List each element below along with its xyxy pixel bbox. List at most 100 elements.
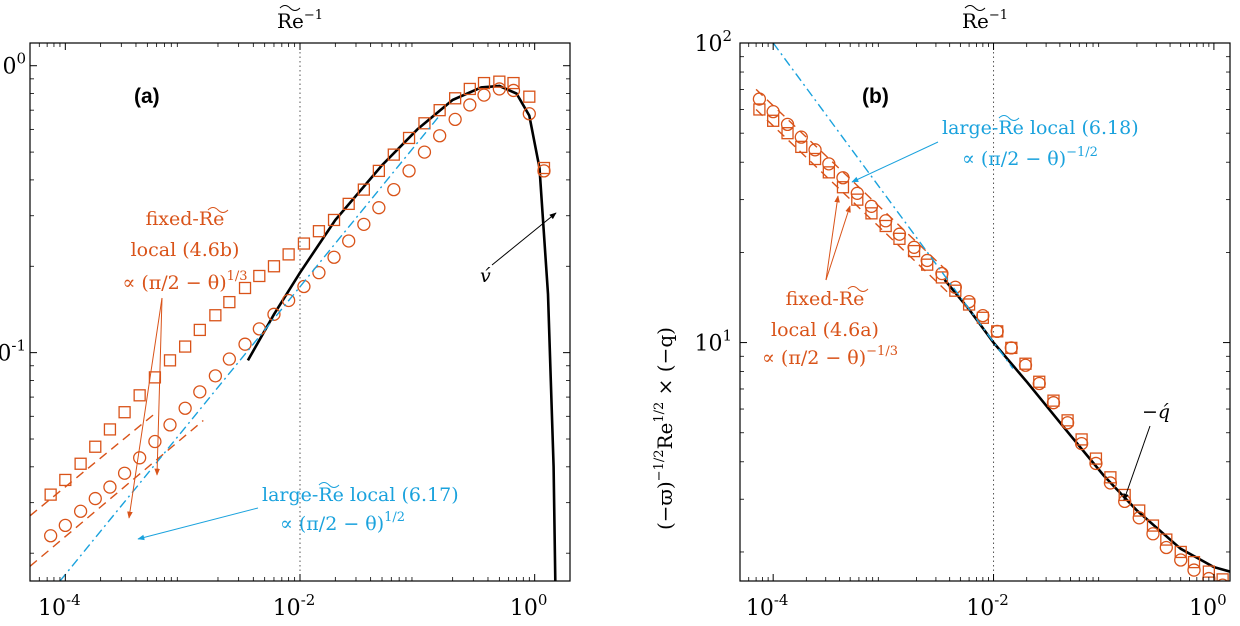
panel-a-annotation-fixed: fixed-Re local (4.6b) ∝ (π/2 − θ)1/3 bbox=[122, 207, 248, 519]
series-line bbox=[943, 278, 1230, 573]
circle-marker bbox=[477, 88, 491, 102]
square-marker bbox=[118, 406, 131, 419]
square-marker bbox=[312, 225, 326, 238]
fixed-arrow-1 bbox=[154, 297, 163, 476]
series-line bbox=[30, 411, 158, 517]
circle-marker bbox=[252, 322, 266, 336]
circle-marker bbox=[222, 352, 237, 366]
circle-marker bbox=[962, 294, 976, 309]
y-tick-label: 101 bbox=[694, 327, 732, 357]
circle-marker bbox=[163, 418, 177, 432]
panel-b-ylabel: (−ϖ)−1/2Re1/2 × (−q) bbox=[652, 327, 677, 530]
square-marker bbox=[163, 354, 177, 367]
circle-marker bbox=[1174, 553, 1188, 567]
square-marker bbox=[935, 271, 949, 284]
tilde-mark bbox=[279, 5, 301, 11]
panel-a-plot-area: 10-4 10-2 100 10-1 100 bbox=[0, 43, 571, 621]
series-line bbox=[59, 117, 439, 581]
svg-text:Re−1: Re−1 bbox=[962, 8, 1008, 33]
square-marker bbox=[282, 248, 295, 261]
square-marker bbox=[1187, 555, 1201, 569]
square-marker bbox=[1104, 471, 1117, 484]
square-marker bbox=[89, 440, 102, 453]
circle-marker bbox=[342, 234, 356, 248]
circle-marker bbox=[808, 143, 822, 157]
circle-marker bbox=[1060, 416, 1075, 430]
square-marker bbox=[1133, 504, 1146, 517]
circle-marker bbox=[73, 504, 88, 518]
q-arrow bbox=[1123, 425, 1151, 501]
circle-marker bbox=[58, 518, 72, 533]
svg-text:fixed-Re: fixed-Re bbox=[146, 208, 225, 230]
y-tick-label: 102 bbox=[694, 27, 732, 57]
svg-text:large-Re local (6.18): large-Re local (6.18) bbox=[942, 117, 1139, 139]
square-marker bbox=[893, 232, 906, 245]
circle-marker bbox=[178, 401, 192, 415]
large-arrow bbox=[137, 507, 259, 541]
series-line bbox=[772, 43, 1014, 369]
circle-marker bbox=[208, 369, 223, 383]
square-marker bbox=[327, 213, 341, 227]
square-marker bbox=[753, 103, 766, 116]
square-marker bbox=[148, 371, 162, 384]
x-tick-label: 10-2 bbox=[273, 591, 316, 621]
circle-marker bbox=[402, 164, 416, 178]
circle-marker bbox=[1132, 511, 1146, 525]
square-marker bbox=[507, 76, 520, 90]
circle-marker bbox=[281, 293, 296, 308]
circle-marker bbox=[1217, 578, 1228, 581]
square-marker bbox=[387, 148, 400, 161]
panel-a-annotation-v: v́ bbox=[480, 212, 557, 287]
panel-a-top-axis-label: Re−1 bbox=[277, 5, 323, 33]
circle-marker bbox=[537, 164, 551, 178]
circle-marker bbox=[822, 157, 836, 171]
circle-marker bbox=[1018, 358, 1033, 372]
circle-marker bbox=[357, 217, 371, 231]
circle-marker bbox=[1032, 376, 1046, 391]
circle-marker bbox=[238, 337, 252, 351]
circle-marker bbox=[117, 466, 132, 480]
svg-text:(−ϖ)−1/2Re1/2 × (−q): (−ϖ)−1/2Re1/2 × (−q) bbox=[652, 327, 677, 530]
square-marker bbox=[193, 323, 206, 337]
plot-clip-group bbox=[752, 43, 1230, 581]
panel-b-frame bbox=[739, 42, 1231, 582]
svg-text:∝ (π/2 − θ)−1/3: ∝ (π/2 − θ)−1/3 bbox=[762, 344, 898, 369]
square-marker bbox=[209, 309, 222, 322]
svg-text:local (4.6b): local (4.6b) bbox=[131, 239, 240, 261]
square-marker bbox=[523, 90, 536, 103]
circle-marker bbox=[948, 280, 962, 294]
circle-marker bbox=[1004, 341, 1018, 355]
panel-a-label: (a) bbox=[134, 85, 160, 108]
panel-b-annotation-large: large-Re local (6.18) ∝ (π/2 − θ)−1/2 bbox=[851, 115, 1139, 183]
circle-marker bbox=[297, 279, 311, 294]
circle-marker bbox=[879, 214, 893, 228]
circle-marker bbox=[892, 227, 907, 241]
fixed-arrow-2 bbox=[127, 297, 163, 519]
fixed-arrow-b2 bbox=[825, 205, 851, 281]
circle-marker bbox=[990, 324, 1004, 339]
circle-marker bbox=[148, 434, 162, 449]
circle-marker bbox=[417, 145, 432, 159]
fixed-arrow-b1 bbox=[825, 195, 840, 281]
circle-marker bbox=[1187, 563, 1201, 577]
series-line bbox=[755, 108, 951, 295]
circle-marker bbox=[976, 308, 990, 323]
circle-marker bbox=[907, 240, 921, 254]
square-marker bbox=[238, 281, 252, 295]
square-marker bbox=[133, 389, 146, 402]
square-marker bbox=[223, 295, 236, 309]
svg-text:∝ (π/2 − θ)1/3: ∝ (π/2 − θ)1/3 bbox=[122, 269, 247, 294]
circle-marker bbox=[1146, 527, 1160, 541]
panel-b-annotation-q: −q́ bbox=[1123, 401, 1170, 501]
square-marker bbox=[402, 131, 416, 145]
circle-marker bbox=[850, 186, 864, 200]
x-tick-label: 100 bbox=[510, 591, 548, 621]
circle-marker bbox=[372, 201, 386, 215]
circle-marker bbox=[1074, 436, 1089, 451]
circle-marker bbox=[752, 92, 767, 106]
y-tick-label: 100 bbox=[0, 50, 26, 80]
circle-marker bbox=[433, 129, 447, 143]
square-marker bbox=[1146, 519, 1160, 532]
circle-marker bbox=[1046, 396, 1061, 410]
